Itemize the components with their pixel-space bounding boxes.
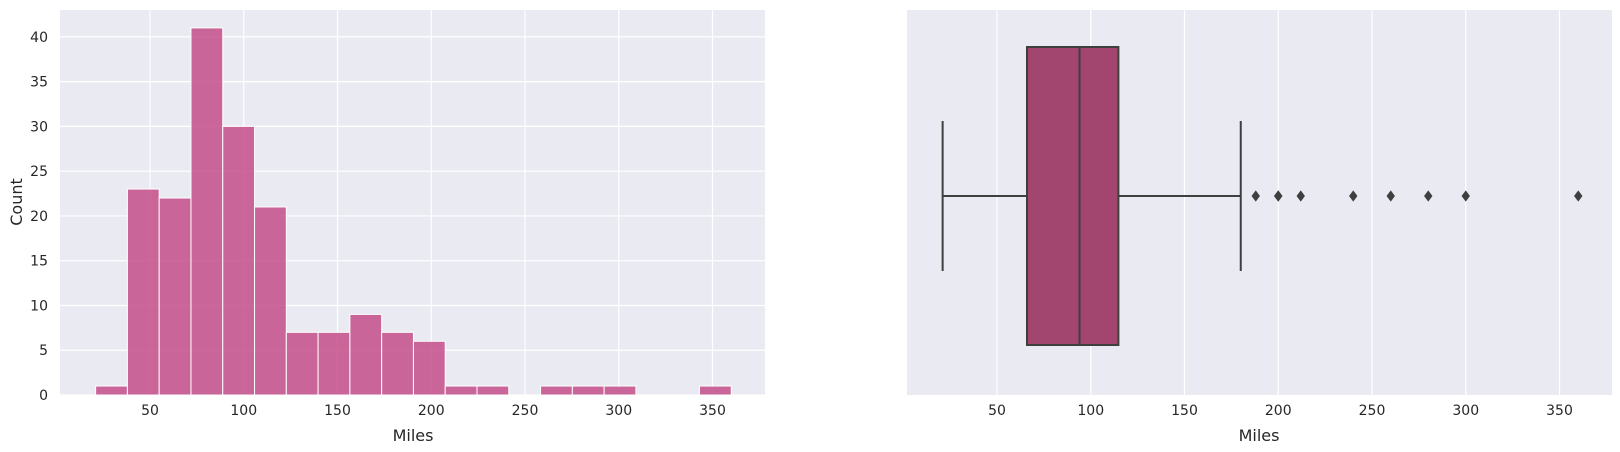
histogram-x-tick-label: 50 — [141, 403, 159, 419]
histogram-bar — [412, 340, 446, 396]
boxplot-outlier — [1251, 190, 1260, 202]
histogram-y-tick-label: 10 — [30, 298, 48, 314]
boxplot-x-tick-label: 50 — [988, 403, 1006, 419]
histogram-bar — [476, 385, 510, 396]
boxplot-gridlines — [996, 10, 1561, 395]
histogram-chart: 50 100 150 200 250 300 350 0 5 10 15 20 25 30 35 40 Mi… — [7, 10, 765, 445]
boxplot-x-tick-label: 250 — [1359, 403, 1386, 419]
boxplot-x-tick-label: 300 — [1452, 403, 1479, 419]
histogram-y-tick-label: 0 — [39, 388, 48, 404]
boxplot-x-tick-label: 350 — [1546, 403, 1573, 419]
boxplot-plot-area — [907, 10, 1612, 395]
histogram-bar — [317, 331, 351, 396]
boxplot-glyph — [941, 46, 1583, 346]
histogram-x-tick-label: 350 — [699, 403, 726, 419]
histogram-y-tick-label: 30 — [30, 119, 48, 135]
boxplot-x-tick-label: 200 — [1265, 403, 1292, 419]
histogram-bar — [540, 385, 573, 396]
boxplot-outlier — [1461, 190, 1470, 202]
histogram-y-tick-label: 5 — [39, 343, 48, 359]
boxplot-outlier — [1274, 190, 1283, 202]
histogram-bar — [254, 206, 287, 396]
boxplot-x-axis-label: Miles — [1239, 426, 1280, 445]
histogram-y-tick-label: 15 — [30, 254, 48, 270]
histogram-bar — [190, 27, 224, 396]
boxplot-x-tick-label: 100 — [1077, 403, 1104, 419]
histogram-y-tick-label: 35 — [30, 75, 48, 91]
boxplot-outlier — [1349, 190, 1358, 202]
histogram-x-tick-label: 300 — [605, 403, 632, 419]
boxplot-box — [1026, 46, 1120, 346]
boxplot-chart: 50 100 150 200 250 300 350 Miles — [907, 10, 1612, 445]
histogram-bar — [571, 385, 605, 396]
histogram-y-tick-label: 40 — [30, 30, 48, 46]
histogram-bar — [444, 385, 478, 396]
histogram-bar — [285, 331, 319, 396]
boxplot-x-tick-labels: 50 100 150 200 250 300 350 — [988, 403, 1573, 419]
histogram-bar — [381, 331, 414, 396]
histogram-bar — [698, 385, 732, 396]
histogram-y-tick-labels: 0 5 10 15 20 25 30 35 40 — [30, 30, 48, 404]
histogram-bars — [95, 27, 732, 396]
histogram-x-tick-label: 100 — [230, 403, 257, 419]
histogram-bar — [158, 197, 192, 396]
histogram-bar — [603, 385, 637, 396]
boxplot-outlier — [1386, 190, 1395, 202]
histogram-y-tick-label: 25 — [30, 164, 48, 180]
histogram-bar — [222, 125, 256, 396]
histogram-x-tick-label: 150 — [324, 403, 351, 419]
boxplot-outlier — [1424, 190, 1433, 202]
boxplot-outlier — [1574, 190, 1583, 202]
histogram-bar — [349, 313, 383, 396]
histogram-y-axis-label: Count — [7, 178, 26, 226]
histogram-x-tick-label: 250 — [512, 403, 539, 419]
histogram-bar — [126, 188, 160, 396]
histogram-x-axis-label: Miles — [393, 426, 434, 445]
boxplot-x-tick-label: 150 — [1171, 403, 1198, 419]
histogram-bar — [95, 385, 128, 396]
boxplot-outlier — [1296, 190, 1305, 202]
histogram-x-tick-label: 200 — [418, 403, 445, 419]
histogram-x-tick-labels: 50 100 150 200 250 300 350 — [141, 403, 726, 419]
histogram-y-tick-label: 20 — [30, 209, 48, 225]
